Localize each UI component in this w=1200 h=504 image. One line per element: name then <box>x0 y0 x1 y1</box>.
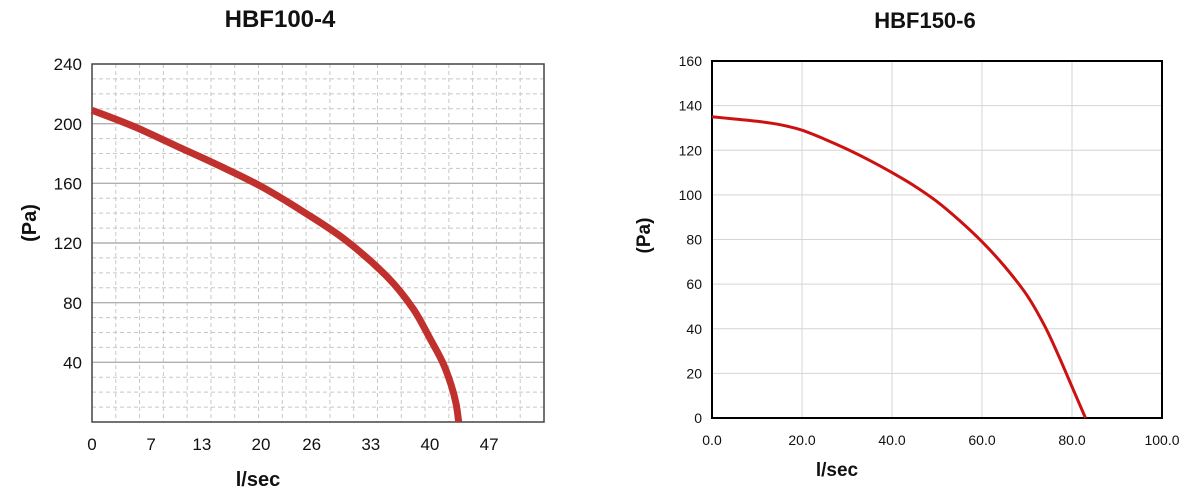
y-tick-label: 60 <box>686 276 702 292</box>
chart-hbf100-4: 0 7 13 20 26 33 40 47 40 80 120 160 200 240 l/sec (Pa) <box>19 55 545 491</box>
y-tick-label: 120 <box>679 142 703 158</box>
y-tick-label: 80 <box>63 294 82 313</box>
y-tick-label: 120 <box>54 234 82 253</box>
chart-title-hbf150-6: HBF150-6 <box>874 8 976 33</box>
y-tick-label: 40 <box>63 353 82 372</box>
plot-frame <box>91 63 545 423</box>
x-tick-label: 100.0 <box>1144 432 1179 448</box>
plot-frame <box>711 60 1163 419</box>
y-tick-label: 20 <box>686 365 702 381</box>
x-axis-label: l/sec <box>816 460 859 481</box>
x-tick-label: 47 <box>480 435 499 454</box>
y-axis-label: (Pa) <box>634 218 655 254</box>
y-tick-label: 240 <box>54 55 82 74</box>
x-tick-label: 7 <box>146 435 155 454</box>
y-tick-label: 40 <box>686 321 702 337</box>
series-line <box>711 115 1087 419</box>
y-tick-label: 140 <box>679 98 703 114</box>
x-axis-label: l/sec <box>236 469 280 491</box>
x-tick-label: 13 <box>192 435 211 454</box>
x-tick-label: 20.0 <box>788 432 815 448</box>
x-tick-label: 40.0 <box>878 432 905 448</box>
y-axis-label: (Pa) <box>19 204 41 242</box>
y-tick-label: 160 <box>679 53 703 69</box>
chart-title-hbf100-4: HBF100-4 <box>224 6 336 33</box>
x-tick-label: 40 <box>420 435 439 454</box>
y-tick-label: 160 <box>54 174 82 193</box>
x-tick-label: 60.0 <box>968 432 995 448</box>
x-tick-label: 0.0 <box>702 432 722 448</box>
series-line <box>90 106 463 423</box>
y-tick-label: 80 <box>686 232 702 248</box>
y-tick-label: 0 <box>694 410 702 426</box>
x-tick-label: 26 <box>302 435 321 454</box>
x-tick-label: 33 <box>361 435 380 454</box>
y-tick-label: 100 <box>679 187 703 203</box>
x-tick-label: 20 <box>252 435 271 454</box>
x-tick-label: 0 <box>87 435 96 454</box>
x-tick-label: 80.0 <box>1058 432 1085 448</box>
y-tick-label: 200 <box>54 115 82 134</box>
chart-hbf150-6: 0.0 20.0 40.0 60.0 80.0 100.0 0 20 40 60 80 100 120 1… <box>634 53 1180 481</box>
